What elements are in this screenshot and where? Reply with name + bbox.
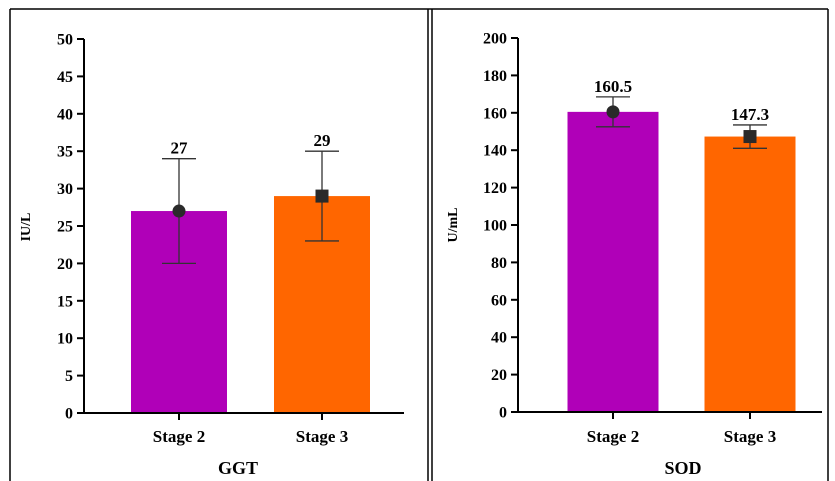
ggt-y-tick-label: 30 (57, 181, 73, 198)
ggt-x-tick-label-1: Stage 2 (153, 427, 205, 446)
ggt-y-tick-label: 15 (57, 293, 73, 310)
ggt-data-label-2: 29 (314, 131, 331, 150)
ggt-y-tick-label: 5 (65, 368, 73, 385)
sod-y-tick-label: 60 (491, 292, 507, 309)
ggt-y-tick-label: 50 (57, 32, 73, 49)
sod-y-tick-label: 20 (491, 367, 507, 384)
ggt-y-tick-label: 40 (57, 106, 73, 123)
sod-y-tick-label: 160 (483, 105, 507, 122)
ggt-chart-panel: 27 29 0 5 10 15 20 25 30 35 40 45 50 Stage 2 Stage 3 I… (19, 32, 404, 478)
ggt-y-tick-label: 25 (57, 219, 73, 236)
ggt-y-tick-label: 35 (57, 144, 73, 161)
sod-data-label-2: 147.3 (731, 105, 769, 124)
sod-x-axis-label: SOD (664, 458, 701, 478)
ggt-y-axis-label: IU/L (19, 213, 34, 242)
ggt-y-tick-label: 0 (65, 406, 73, 423)
sod-y-tick-label: 180 (483, 68, 507, 85)
ggt-x-axis-label: GGT (218, 458, 258, 478)
panel-borders (9, 8, 829, 481)
sod-y-tick-label: 80 (491, 255, 507, 272)
sod-y-tick-label: 40 (491, 330, 507, 347)
ggt-mean-marker-1 (172, 204, 186, 218)
sod-y-axis-label: U/mL (446, 208, 461, 243)
sod-data-label-1: 160.5 (594, 77, 632, 96)
ggt-y-tick-label: 45 (57, 69, 73, 86)
sod-y-tick-label: 140 (483, 143, 507, 160)
ggt-x-tick-label-2: Stage 3 (296, 427, 348, 446)
ggt-data-label-1: 27 (171, 139, 189, 158)
sod-chart-panel: 160.5 147.3 0 20 40 60 80 100 120 140 160 180 200 Sta… (446, 31, 822, 478)
sod-mean-marker-1 (606, 105, 620, 119)
sod-y-tick-label: 0 (499, 405, 507, 422)
sod-plot-area: 160.5 147.3 0 20 40 60 80 100 120 140 160 180 200 Sta… (483, 31, 822, 446)
sod-bar-2 (704, 136, 796, 412)
ggt-plot-area: 27 29 0 5 10 15 20 25 30 35 40 45 50 Stage 2 Stage 3 (57, 32, 404, 446)
sod-x-tick-label-2: Stage 3 (724, 427, 776, 446)
ggt-y-tick-label: 20 (57, 256, 73, 273)
sod-bar-1 (567, 111, 659, 413)
sod-y-tick-label: 100 (483, 218, 507, 235)
ggt-y-tick-label: 10 (57, 331, 73, 348)
sod-y-tick-label: 200 (483, 31, 507, 48)
sod-mean-marker-2 (743, 130, 757, 144)
sod-x-tick-label-1: Stage 2 (587, 427, 639, 446)
ggt-mean-marker-2 (315, 189, 329, 203)
sod-y-tick-label: 120 (483, 180, 507, 197)
